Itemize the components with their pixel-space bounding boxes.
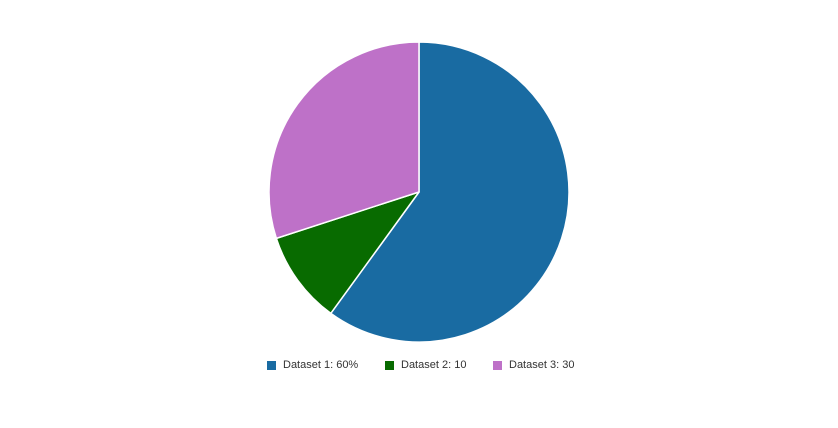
legend-label-dataset-3: Dataset 3: 30	[509, 359, 575, 371]
legend-swatch-dataset-3	[493, 360, 502, 370]
pie-slice-dataset-2[interactable]	[275, 191, 420, 315]
pie-slice-dataset-3[interactable]	[268, 41, 420, 240]
pie-slices	[268, 41, 570, 343]
legend-label-dataset-1: Dataset 1: 60%	[283, 359, 359, 371]
legend-swatch-dataset-1	[267, 360, 276, 370]
legend-swatch-dataset-2	[385, 360, 394, 370]
legend-item-dataset-3[interactable]: Dataset 3: 30	[493, 356, 574, 374]
legend-item-dataset-1[interactable]: Dataset 1: 60%	[267, 356, 358, 374]
legend-item-dataset-2[interactable]: Dataset 2: 10	[385, 356, 466, 374]
chart-legend: Dataset 1: 60% Dataset 2: 10 Dataset 3: …	[0, 356, 838, 374]
legend-label-dataset-2: Dataset 2: 10	[401, 359, 467, 371]
pie-slice-dataset-1[interactable]	[330, 41, 570, 343]
